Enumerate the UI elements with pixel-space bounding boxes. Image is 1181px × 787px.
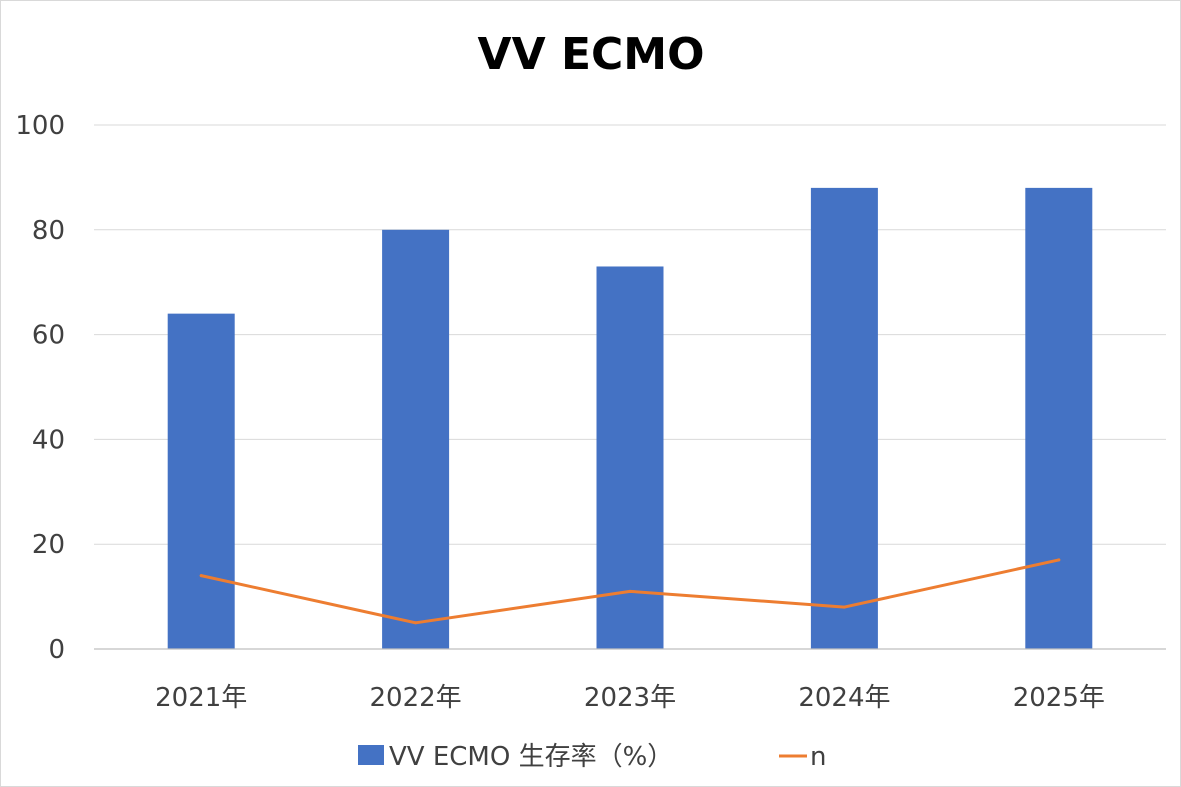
line-point-2021年 bbox=[199, 574, 203, 578]
legend-label-n: n bbox=[810, 742, 826, 772]
y-tick-label: 80 bbox=[32, 216, 65, 246]
legend-label-survival-rate: VV ECMO 生存率（%） bbox=[389, 742, 673, 772]
x-tick-label: 2024年 bbox=[798, 683, 890, 713]
legend-swatch-survival-rate bbox=[358, 745, 384, 765]
x-tick-label: 2023年 bbox=[584, 683, 676, 713]
legend: VV ECMO 生存率（%） n bbox=[358, 742, 826, 772]
bar-2023年 bbox=[596, 266, 664, 649]
x-tick-label: 2021年 bbox=[155, 683, 247, 713]
bar-2021年 bbox=[167, 313, 235, 649]
line-point-2025年 bbox=[1057, 558, 1061, 562]
line-series bbox=[199, 558, 1061, 625]
y-tick-label: 40 bbox=[32, 425, 65, 455]
bar-series bbox=[167, 187, 1093, 650]
line-point-2023年 bbox=[628, 589, 632, 593]
line-point-2022年 bbox=[414, 621, 418, 625]
line-point-2024年 bbox=[842, 605, 846, 609]
y-tick-label: 60 bbox=[32, 321, 65, 351]
x-axis-ticks: 2021年 2022年 2023年 2024年 2025年 bbox=[155, 683, 1105, 713]
bar-2024年 bbox=[810, 187, 878, 649]
y-tick-label: 100 bbox=[15, 111, 65, 141]
chart-title: VV ECMO bbox=[478, 29, 705, 80]
bar-2025年 bbox=[1025, 187, 1093, 649]
x-tick-label: 2025年 bbox=[1013, 683, 1105, 713]
x-tick-label: 2022年 bbox=[370, 683, 462, 713]
y-tick-label: 20 bbox=[32, 530, 65, 560]
y-tick-label: 0 bbox=[48, 635, 65, 665]
bar-2022年 bbox=[382, 229, 450, 650]
y-axis-ticks: 0 20 40 60 80 100 bbox=[15, 111, 65, 665]
